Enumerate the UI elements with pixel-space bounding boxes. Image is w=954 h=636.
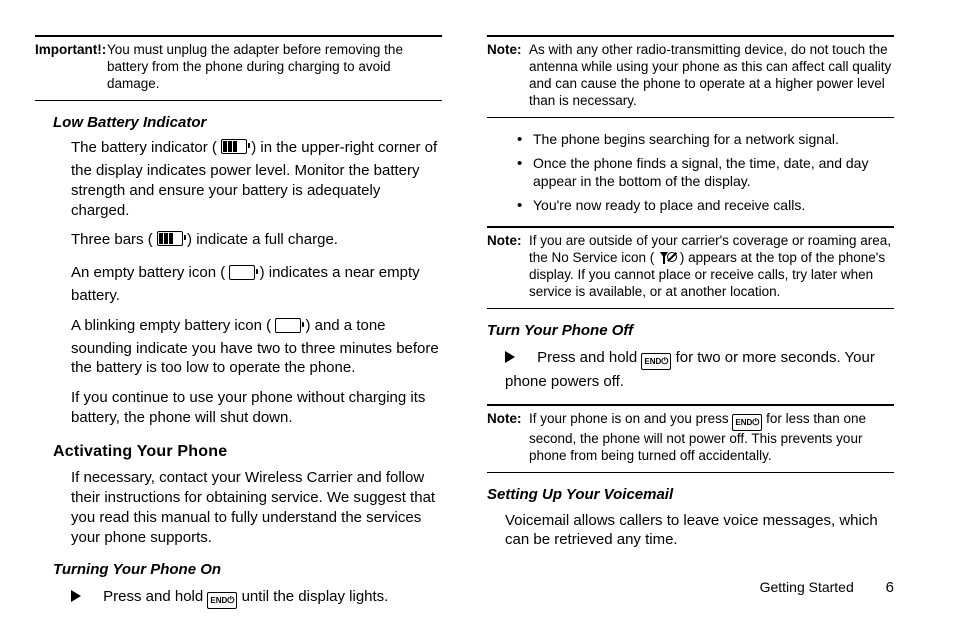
left-column: Important!: You must unplug the adapter … <box>35 35 442 619</box>
note-no-service: Note: If you are outside of your carrier… <box>487 226 894 309</box>
battery-full-icon <box>157 231 183 253</box>
important-body: You must unplug the adapter before remov… <box>107 42 442 93</box>
text: The battery indicator ( <box>71 139 217 156</box>
heading-turn-on: Turning Your Phone On <box>53 560 442 580</box>
no-service-icon <box>658 251 676 265</box>
signal-steps-list: The phone begins searching for a network… <box>503 130 894 215</box>
important-note: Important!: You must unplug the adapter … <box>35 35 442 101</box>
battery-empty-icon <box>229 265 255 286</box>
step-turn-on: Press and hold END⏻ until the display li… <box>71 585 442 609</box>
para-shutdown: If you continue to use your phone withou… <box>71 388 442 428</box>
note-label: Note: <box>487 42 522 59</box>
text: ) indicate a full charge. <box>187 231 338 248</box>
text: Press and hold <box>103 588 207 605</box>
para-empty-batt: An empty battery icon ( ) indicates a ne… <box>71 263 442 306</box>
step-arrow-icon <box>505 351 515 363</box>
text: An empty battery icon ( <box>71 264 225 281</box>
note-body: If you are outside of your carrier's cov… <box>529 233 894 301</box>
note-label: Note: <box>487 411 522 428</box>
list-item: You're now ready to place and receive ca… <box>503 196 894 214</box>
text: If your phone is on and you press <box>529 411 732 426</box>
heading-activating: Activating Your Phone <box>53 442 442 463</box>
battery-empty-icon <box>275 318 301 339</box>
list-item: Once the phone finds a signal, the time,… <box>503 154 894 190</box>
note-body: As with any other radio-transmitting dev… <box>529 42 894 110</box>
para-voicemail: Voicemail allows callers to leave voice … <box>505 511 894 551</box>
text: Press and hold <box>537 349 641 366</box>
note-antenna: Note: As with any other radio-transmitti… <box>487 35 894 118</box>
page-number: 6 <box>886 579 894 596</box>
step-arrow-icon <box>71 590 81 602</box>
battery-full-icon <box>221 139 247 161</box>
para-batt-indicator: The battery indicator ( ) in the upper-r… <box>71 138 442 220</box>
step-turn-off: Press and hold END⏻ for two or more seco… <box>505 346 894 394</box>
end-key-icon: END⏻ <box>732 414 762 431</box>
heading-voicemail: Setting Up Your Voicemail <box>487 485 894 505</box>
heading-low-battery: Low Battery Indicator <box>53 113 442 133</box>
end-key-icon: END⏻ <box>641 353 671 370</box>
note-accidental-off: Note: If your phone is on and you press … <box>487 404 894 473</box>
list-item: The phone begins searching for a network… <box>503 130 894 148</box>
para-blinking-batt: A blinking empty battery icon ( ) and a … <box>71 316 442 378</box>
end-key-icon: END⏻ <box>207 592 237 609</box>
page-footer: Getting Started 6 <box>760 579 894 596</box>
heading-turn-off: Turn Your Phone Off <box>487 321 894 341</box>
note-label: Note: <box>487 233 522 250</box>
para-three-bars: Three bars ( ) indicate a full charge. <box>71 230 442 253</box>
note-body: If your phone is on and you press END⏻ f… <box>529 411 894 465</box>
right-column: Note: As with any other radio-transmitti… <box>487 35 894 619</box>
text: Three bars ( <box>71 231 153 248</box>
text: until the display lights. <box>242 588 389 605</box>
important-label: Important!: <box>35 42 106 59</box>
footer-section: Getting Started <box>760 579 854 595</box>
para-activating: If necessary, contact your Wireless Carr… <box>71 468 442 547</box>
text: A blinking empty battery icon ( <box>71 317 271 334</box>
